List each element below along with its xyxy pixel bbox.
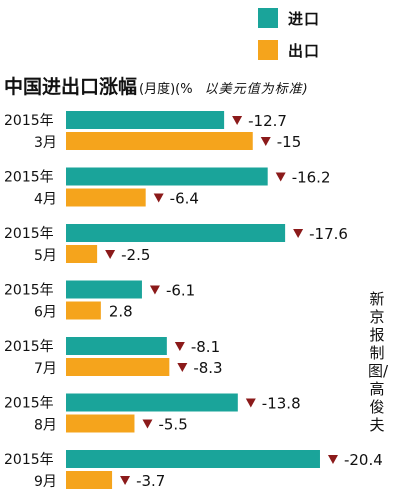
category-month-label: 3月 <box>34 135 57 151</box>
category-year-label: 2015年 <box>4 339 54 355</box>
legend-label-export: 出口 <box>288 41 321 60</box>
down-triangle-icon <box>293 229 304 238</box>
data-label: -16.2 <box>292 169 331 187</box>
chart-note: 以美元值为标准) <box>204 82 309 97</box>
down-triangle-icon <box>142 419 153 429</box>
bar-export <box>66 471 113 489</box>
down-triangle-icon <box>245 398 256 408</box>
data-label: -8.1 <box>191 338 220 356</box>
down-triangle-icon <box>177 363 188 372</box>
down-triangle-icon <box>232 116 243 125</box>
category-year-label: 2015年 <box>4 283 54 299</box>
data-label: -15 <box>277 133 302 151</box>
bar-export <box>66 358 170 376</box>
category-year-label: 2015年 <box>4 113 54 129</box>
bar-export <box>66 414 135 433</box>
legend-label-import: 进口 <box>288 9 321 28</box>
legend-swatch-import <box>258 8 278 28</box>
category-month-label: 9月 <box>34 474 57 489</box>
data-label: -20.4 <box>344 451 383 469</box>
bar-export <box>66 188 146 207</box>
data-label: -12.7 <box>248 112 287 130</box>
legend-swatch-export <box>258 40 278 60</box>
data-label: -3.7 <box>136 472 165 489</box>
down-triangle-icon <box>174 342 185 351</box>
bar-export <box>66 245 98 263</box>
category-month-label: 5月 <box>34 248 57 264</box>
data-label: -2.5 <box>121 246 150 264</box>
down-triangle-icon <box>120 476 131 485</box>
credit-text: 新京报制图/高俊夫 <box>368 290 389 434</box>
down-triangle-icon <box>105 250 116 259</box>
chart-title-row: 中国进出口涨幅 (月度)(% 以美元值为标准) <box>4 72 309 99</box>
data-label: -13.8 <box>262 395 301 413</box>
down-triangle-icon <box>275 172 286 182</box>
down-triangle-icon <box>153 193 164 203</box>
down-triangle-icon <box>260 137 271 146</box>
down-triangle-icon <box>149 285 160 295</box>
down-triangle-icon <box>327 455 338 464</box>
category-month-label: 4月 <box>34 192 57 208</box>
data-label: -6.1 <box>166 282 195 300</box>
data-label: 2.8 <box>109 303 133 321</box>
data-label: -5.5 <box>158 416 187 434</box>
bar-import <box>66 337 167 355</box>
category-month-label: 6月 <box>34 305 57 321</box>
bar-import <box>66 450 320 468</box>
bar-import <box>66 393 238 412</box>
bar-export <box>66 301 101 320</box>
chart-unit: (月度)(% <box>139 82 193 97</box>
category-month-label: 8月 <box>34 418 57 434</box>
bar-import <box>66 280 142 299</box>
category-year-label: 2015年 <box>4 396 54 412</box>
bar-import <box>66 111 225 129</box>
chart-title: 中国进出口涨幅 <box>4 76 138 98</box>
data-label: -17.6 <box>309 225 348 243</box>
data-label: -8.3 <box>193 359 222 377</box>
bar-import <box>66 224 286 242</box>
category-year-label: 2015年 <box>4 170 54 186</box>
legend-item-export: 出口 <box>258 40 320 60</box>
category-month-label: 7月 <box>34 361 57 377</box>
category-year-label: 2015年 <box>4 226 54 242</box>
bar-export <box>66 132 253 150</box>
category-year-label: 2015年 <box>4 452 54 468</box>
legend-item-import: 进口 <box>258 8 320 28</box>
data-label: -6.4 <box>170 190 199 208</box>
bar-import <box>66 167 268 186</box>
